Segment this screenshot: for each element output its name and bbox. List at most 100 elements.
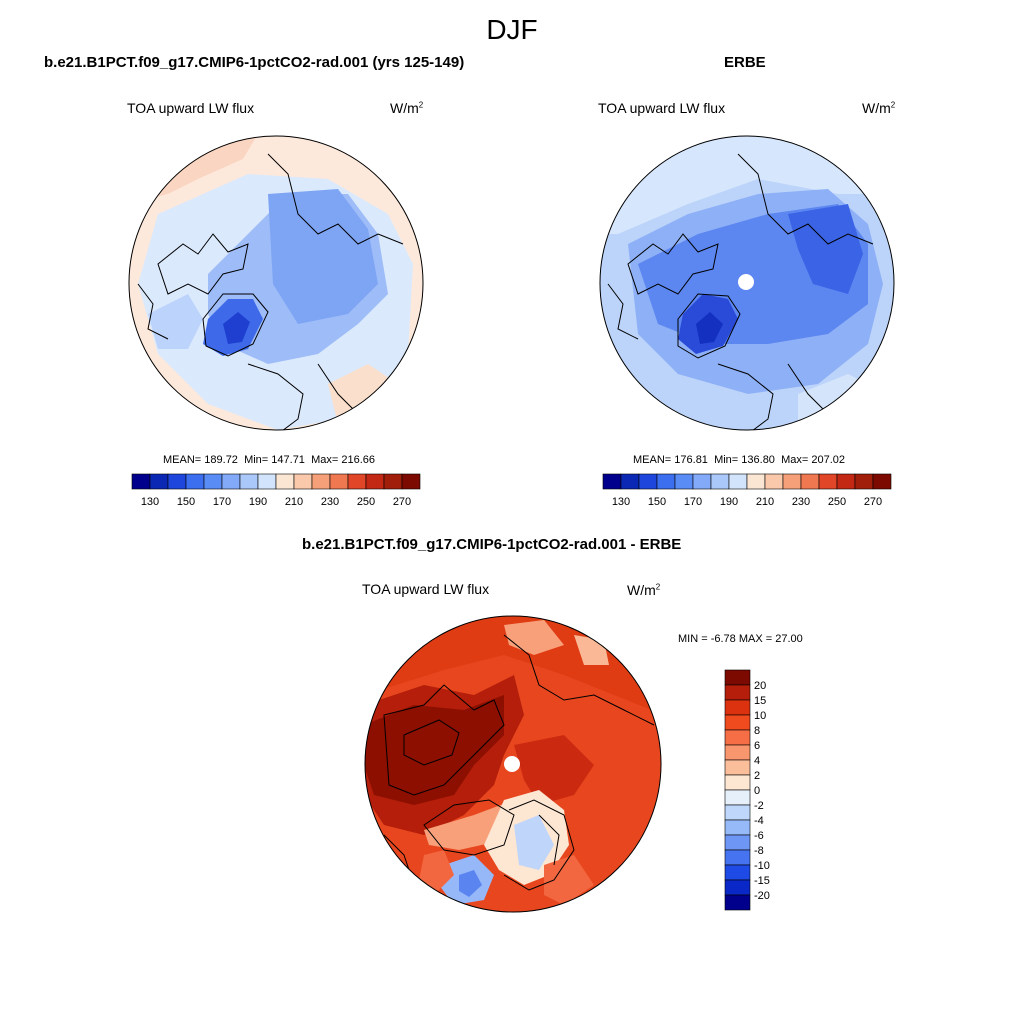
panel3-max-region xyxy=(365,695,504,805)
panel2-map xyxy=(599,135,895,431)
panel2-greenland-min xyxy=(696,312,723,344)
diff-colorbar-swatch xyxy=(724,774,751,791)
colorbar-tick-label: 150 xyxy=(177,496,195,508)
diff-colorbar-swatch xyxy=(724,894,751,911)
colorbar-swatch xyxy=(293,473,313,490)
diff-colorbar-tick-label: -4 xyxy=(754,815,764,827)
diff-colorbar-swatch xyxy=(724,714,751,731)
diff-colorbar-swatch xyxy=(724,819,751,836)
colorbar-tick-label: 130 xyxy=(141,496,159,508)
panel1-map xyxy=(128,135,424,431)
colorbar-swatch xyxy=(221,473,241,490)
panel1-variable: TOA upward LW flux xyxy=(127,100,255,116)
diff-colorbar-tick-label: -10 xyxy=(754,860,770,872)
colorbar-swatch xyxy=(782,473,802,490)
diff-colorbar-tick-label: -6 xyxy=(754,830,764,842)
colorbar-swatch xyxy=(692,473,712,490)
colorbar-tick-label: 270 xyxy=(864,496,882,508)
diff-colorbar-tick-label: 0 xyxy=(754,785,760,797)
diff-colorbar-tick-label: -15 xyxy=(754,875,770,887)
colorbar-swatch xyxy=(620,473,640,490)
diff-colorbar-tick-label: 15 xyxy=(754,695,766,707)
colorbar-swatch xyxy=(167,473,187,490)
diff-colorbar-tick-label: 8 xyxy=(754,725,760,737)
colorbar-swatch xyxy=(203,473,223,490)
colorbar-swatch xyxy=(401,473,421,490)
colorbar-tick-label: 250 xyxy=(828,496,846,508)
panel1-stats: MEAN= 189.72 Min= 147.71 Max= 216.66 xyxy=(163,454,375,466)
colorbar-swatch xyxy=(347,473,367,490)
colorbar-swatch xyxy=(383,473,403,490)
colorbar-swatch xyxy=(602,473,622,490)
colorbar-swatch xyxy=(275,473,295,490)
diff-colorbar-tick-label: 2 xyxy=(754,770,760,782)
colorbar-tick-label: 190 xyxy=(720,496,738,508)
panel1-core-region xyxy=(268,189,378,324)
colorbar-swatch xyxy=(836,473,856,490)
panel3-stats: MIN = -6.78 MAX = 27.00 xyxy=(678,633,803,645)
colorbar-swatch xyxy=(365,473,385,490)
colorbar-swatch xyxy=(818,473,838,490)
diff-colorbar-swatch xyxy=(724,684,751,701)
diff-colorbar-swatch xyxy=(724,669,751,686)
colorbar-swatch xyxy=(149,473,169,490)
diff-colorbar-swatch xyxy=(724,729,751,746)
panel1-title: b.e21.B1PCT.f09_g17.CMIP6-1pctCO2-rad.00… xyxy=(44,54,465,71)
diff-colorbar-swatch xyxy=(724,804,751,821)
colorbar-swatch xyxy=(872,473,892,490)
panel2-title: ERBE xyxy=(724,54,766,71)
colorbar-swatch xyxy=(185,473,205,490)
diff-colorbar-tick-label: 6 xyxy=(754,740,760,752)
colorbar-tick-label: 210 xyxy=(285,496,303,508)
colorbar-swatch xyxy=(638,473,658,490)
colorbar-tick-label: 270 xyxy=(393,496,411,508)
diff-colorbar-swatch xyxy=(724,849,751,866)
diff-colorbar-swatch xyxy=(724,699,751,716)
colorbar-tick-label: 170 xyxy=(684,496,702,508)
colorbar-tick-label: 130 xyxy=(612,496,630,508)
panel3-variable: TOA upward LW flux xyxy=(362,581,490,597)
colorbar-tick-label: 150 xyxy=(648,496,666,508)
panel1-colorbar: 130 150 170 190 210 230 250 270 xyxy=(131,473,421,508)
panel2-units: W/m2 xyxy=(862,100,896,116)
diff-colorbar-tick-label: 10 xyxy=(754,710,766,722)
colorbar-swatch xyxy=(854,473,874,490)
colorbar-tick-label: 230 xyxy=(321,496,339,508)
main-title: DJF xyxy=(486,14,538,45)
colorbar-tick-label: 250 xyxy=(357,496,375,508)
panel1-greenland-min xyxy=(223,312,250,344)
panel2-colorbar: 130 150 170 190 210 230 250 270 xyxy=(602,473,892,508)
colorbar-swatch xyxy=(239,473,259,490)
diff-colorbar-swatch xyxy=(724,864,751,881)
diff-colorbar-tick-label: -8 xyxy=(754,845,764,857)
panel2-coastlines xyxy=(607,153,879,430)
diff-colorbar-swatch xyxy=(724,759,751,776)
colorbar-swatch xyxy=(710,473,730,490)
panel3-units: W/m2 xyxy=(627,582,661,598)
colorbar-swatch xyxy=(674,473,694,490)
diff-colorbar-tick-label: 20 xyxy=(754,680,766,692)
panel1-units: W/m2 xyxy=(390,100,424,116)
diff-colorbar-swatch xyxy=(724,744,751,761)
diff-colorbar-tick-label: -2 xyxy=(754,800,764,812)
panel2-pole-hole xyxy=(738,274,754,290)
diff-colorbar-swatch xyxy=(724,834,751,851)
panel3-pole-hole xyxy=(504,756,520,772)
colorbar-swatch xyxy=(800,473,820,490)
colorbar-tick-label: 170 xyxy=(213,496,231,508)
colorbar-swatch xyxy=(257,473,277,490)
colorbar-tick-label: 230 xyxy=(792,496,810,508)
colorbar-swatch xyxy=(311,473,331,490)
colorbar-tick-label: 210 xyxy=(756,496,774,508)
panel2-variable: TOA upward LW flux xyxy=(598,100,726,116)
panel3-map xyxy=(364,615,662,913)
diff-colorbar-tick-label: 4 xyxy=(754,755,760,767)
panel3-cool-min xyxy=(459,870,482,897)
panel3-title: b.e21.B1PCT.f09_g17.CMIP6-1pctCO2-rad.00… xyxy=(302,536,682,553)
colorbar-swatch xyxy=(329,473,349,490)
colorbar-swatch xyxy=(131,473,151,490)
diff-colorbar-swatch xyxy=(724,789,751,806)
colorbar-swatch xyxy=(764,473,784,490)
panel3-cool-region xyxy=(514,815,554,870)
diff-colorbar-tick-label: -20 xyxy=(754,890,770,902)
